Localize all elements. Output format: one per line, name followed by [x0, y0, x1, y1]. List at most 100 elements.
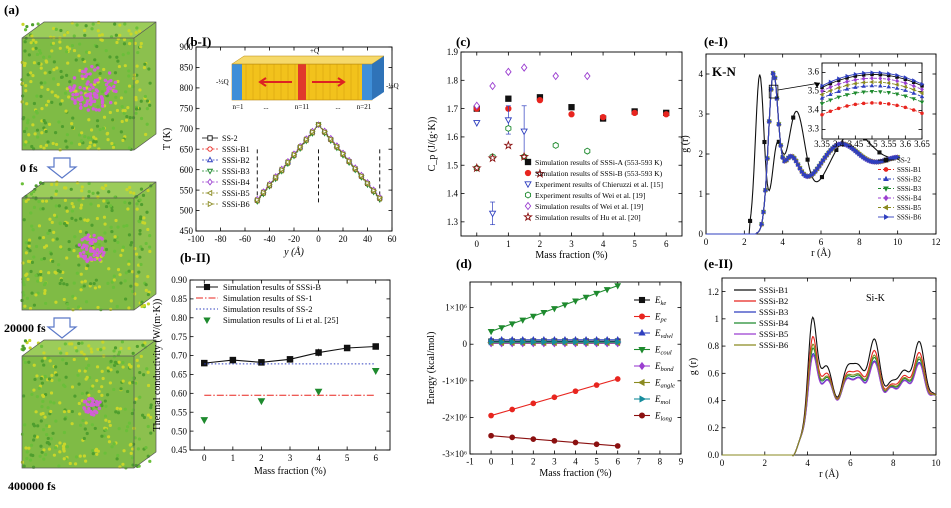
atom	[32, 388, 36, 392]
atom	[22, 464, 26, 468]
atom	[144, 283, 148, 287]
y-tick-label: 700	[180, 124, 194, 134]
data-point	[347, 158, 353, 164]
legend-label: SSSi-B4	[759, 318, 789, 328]
series-SSSi-B6	[706, 70, 901, 235]
y-tick-label: 550	[180, 185, 194, 195]
series-Simulation results of Hu et al. [20]	[471, 140, 545, 178]
y-tick-label: 0	[463, 339, 468, 349]
atom	[83, 369, 87, 373]
x-tick-label: 1	[231, 453, 236, 463]
si-atom	[79, 102, 83, 106]
inset-point	[861, 83, 866, 88]
atom	[71, 294, 75, 299]
atom	[24, 140, 28, 144]
atom	[120, 340, 125, 344]
atom	[111, 118, 115, 122]
si-atom	[82, 250, 86, 254]
data-point	[314, 388, 323, 396]
x-tick-label: 12	[932, 237, 941, 247]
atom	[54, 373, 59, 377]
atom	[141, 413, 145, 417]
atom	[32, 61, 37, 65]
data-point	[261, 189, 267, 196]
atom	[134, 111, 138, 115]
atom	[65, 73, 69, 77]
atom	[70, 342, 74, 346]
legend-marker	[639, 395, 647, 403]
data-point	[604, 338, 611, 346]
atom	[119, 387, 123, 391]
inset-point	[844, 93, 850, 98]
atom	[129, 39, 133, 43]
atom	[52, 60, 56, 64]
inset-point	[895, 78, 899, 84]
si-atom	[83, 236, 87, 240]
si-atom	[72, 84, 77, 88]
atom	[70, 202, 74, 206]
legend-marker	[207, 200, 214, 208]
atom	[103, 414, 108, 418]
inset-right-label: -½Q	[386, 82, 399, 90]
series-SSSi-B1	[722, 316, 937, 457]
atom	[125, 224, 129, 228]
atom	[62, 221, 67, 226]
atom	[140, 304, 144, 309]
y-tick-label: 0.90	[171, 275, 187, 285]
atom	[114, 218, 118, 223]
inset-point	[869, 83, 875, 88]
atom	[82, 28, 87, 33]
atom	[77, 305, 81, 309]
atom	[39, 376, 43, 381]
atom	[142, 216, 146, 220]
series-line	[722, 343, 937, 457]
si-atom	[88, 72, 92, 76]
x-tick-label: 0	[316, 234, 321, 244]
y-tick-label: -3×10⁶	[442, 449, 467, 459]
y-tick-label: 1.2	[708, 287, 719, 297]
atom	[64, 186, 68, 190]
atom	[62, 282, 66, 286]
atom	[73, 394, 77, 398]
atom	[110, 280, 114, 284]
atom	[128, 41, 132, 46]
y-tick-label: 0.45	[171, 445, 187, 455]
si-atom	[92, 233, 96, 238]
atom	[50, 378, 54, 383]
inset-point	[845, 104, 849, 108]
atom	[141, 220, 145, 225]
inset-point	[912, 78, 917, 83]
si-atom	[88, 87, 92, 92]
x-tick-label: 6	[819, 237, 824, 247]
x-tick-label: 1	[510, 457, 515, 467]
x-tick-label: 2	[763, 458, 768, 468]
atom	[146, 383, 151, 388]
si-atom	[84, 409, 88, 414]
atom	[96, 191, 100, 195]
atom	[22, 63, 27, 68]
atom	[21, 94, 25, 98]
si-atom	[93, 68, 97, 72]
y-tick-label: 1.6	[447, 132, 459, 142]
atom	[57, 378, 61, 382]
atom	[31, 196, 35, 200]
data-point	[552, 338, 559, 346]
atom	[109, 299, 113, 303]
si-atom	[96, 253, 100, 258]
inset-point	[828, 109, 833, 113]
atom	[141, 193, 146, 197]
atom	[56, 268, 60, 273]
legend-label: Simulation results of SS-2	[223, 304, 313, 314]
data-point	[568, 104, 575, 111]
atom	[51, 141, 55, 146]
atom	[54, 142, 59, 147]
atom	[105, 199, 109, 203]
atom	[128, 190, 133, 194]
atom	[52, 453, 57, 457]
atom	[100, 385, 104, 389]
atom	[112, 442, 116, 446]
atom	[27, 238, 32, 242]
legend-marker	[524, 158, 532, 166]
atom	[89, 202, 93, 206]
atom	[84, 300, 89, 304]
